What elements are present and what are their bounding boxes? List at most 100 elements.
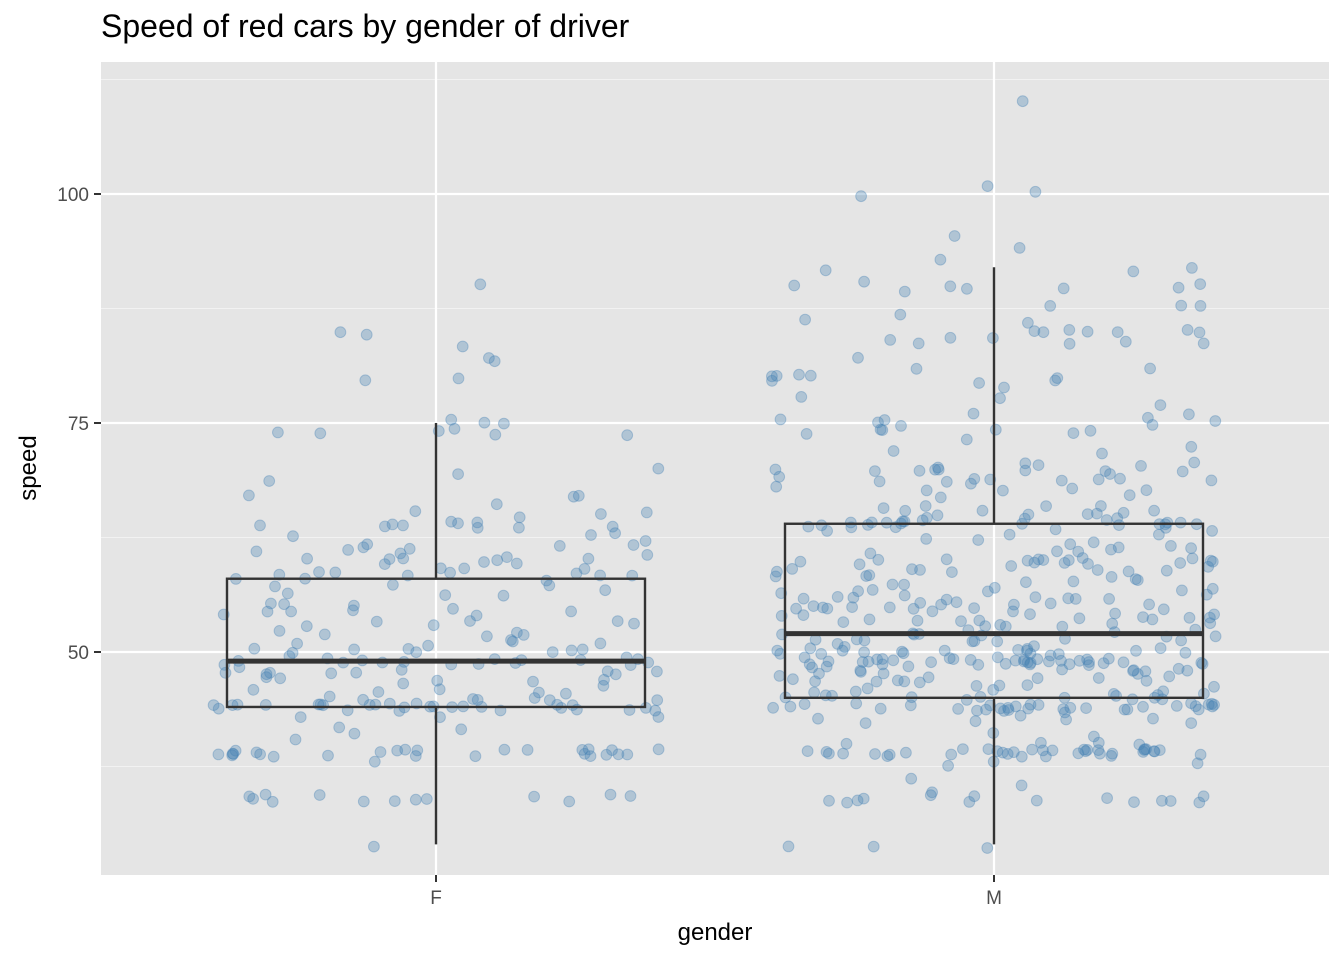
data-point [1056, 620, 1069, 633]
data-point [1172, 662, 1185, 675]
data-point [787, 673, 799, 686]
data-point [1037, 554, 1050, 566]
data-point [876, 653, 889, 665]
data-point [993, 679, 1006, 692]
data-point [1209, 630, 1222, 643]
data-point [969, 715, 982, 728]
data-point [1080, 702, 1092, 714]
data-point [263, 475, 276, 487]
data-point [874, 423, 887, 436]
data-point [869, 465, 881, 478]
data-point [357, 541, 370, 554]
data-point [968, 473, 981, 485]
data-point [1104, 468, 1116, 480]
data-point [766, 374, 778, 387]
data-point [876, 424, 889, 437]
plot-panel [101, 62, 1329, 875]
data-point [862, 655, 875, 668]
data-point [1003, 528, 1016, 541]
data-point [950, 596, 963, 609]
data-point [1147, 712, 1159, 725]
data-point [551, 698, 564, 711]
data-point [651, 694, 664, 707]
data-point [973, 614, 986, 627]
data-point [572, 489, 585, 502]
data-point [821, 602, 834, 615]
data-point [944, 280, 957, 293]
data-point [397, 552, 410, 565]
data-point [1165, 540, 1177, 552]
data-point [910, 362, 923, 375]
data-point [388, 795, 401, 807]
data-point [883, 601, 896, 614]
data-point [1076, 552, 1089, 564]
data-point [420, 793, 433, 805]
data-point [1175, 634, 1187, 647]
data-point [563, 795, 576, 808]
data-point [285, 605, 298, 618]
data-point [871, 653, 883, 666]
data-point [844, 516, 857, 529]
data-point [982, 585, 994, 598]
data-point [872, 553, 885, 566]
data-point [1037, 744, 1049, 757]
data-point [333, 721, 346, 734]
data-point [914, 564, 926, 576]
data-point [1164, 795, 1177, 807]
data-point [1138, 744, 1151, 756]
data-point [510, 557, 523, 570]
data-point [527, 675, 539, 688]
data-point [1081, 508, 1094, 520]
data-point [966, 635, 979, 648]
data-point [1044, 649, 1057, 662]
data-point [1096, 447, 1108, 460]
data-point [1183, 611, 1196, 624]
data-point [652, 462, 665, 475]
data-point [1059, 706, 1071, 719]
data-point [422, 639, 435, 652]
data-point [478, 556, 490, 568]
data-point [804, 642, 817, 655]
data-point [897, 647, 910, 660]
data-point [1051, 545, 1063, 558]
data-point [998, 381, 1010, 394]
data-point [894, 308, 907, 321]
data-point [769, 570, 782, 583]
data-point [433, 683, 446, 696]
data-point [1031, 653, 1044, 666]
data-point [1005, 560, 1018, 572]
data-point [773, 670, 786, 682]
data-point [584, 750, 597, 762]
data-point [864, 547, 877, 560]
data-point [254, 748, 267, 761]
data-point [1009, 700, 1022, 713]
data-point [1153, 528, 1165, 541]
data-point [488, 355, 501, 368]
data-point [857, 792, 870, 805]
y-tick-label: 100 [57, 185, 89, 206]
data-point [1021, 644, 1033, 657]
data-point [1051, 372, 1064, 385]
data-point [788, 279, 801, 292]
data-point [932, 463, 945, 476]
data-point [497, 589, 510, 602]
data-point [973, 377, 985, 389]
data-point [773, 470, 786, 483]
data-point [1131, 668, 1144, 680]
data-point [867, 840, 880, 853]
data-point [935, 598, 947, 611]
data-point [1135, 460, 1147, 472]
x-tick-label: M [986, 888, 1002, 909]
data-point [357, 795, 370, 808]
data-point [606, 520, 619, 533]
data-point [919, 500, 932, 512]
data-point [274, 672, 287, 685]
data-point [250, 545, 263, 558]
data-point [1156, 693, 1169, 706]
data-point [348, 643, 361, 656]
data-point [945, 748, 958, 761]
data-point [932, 461, 944, 474]
data-point [1092, 672, 1105, 684]
data-point [640, 506, 653, 519]
data-point [368, 755, 381, 768]
